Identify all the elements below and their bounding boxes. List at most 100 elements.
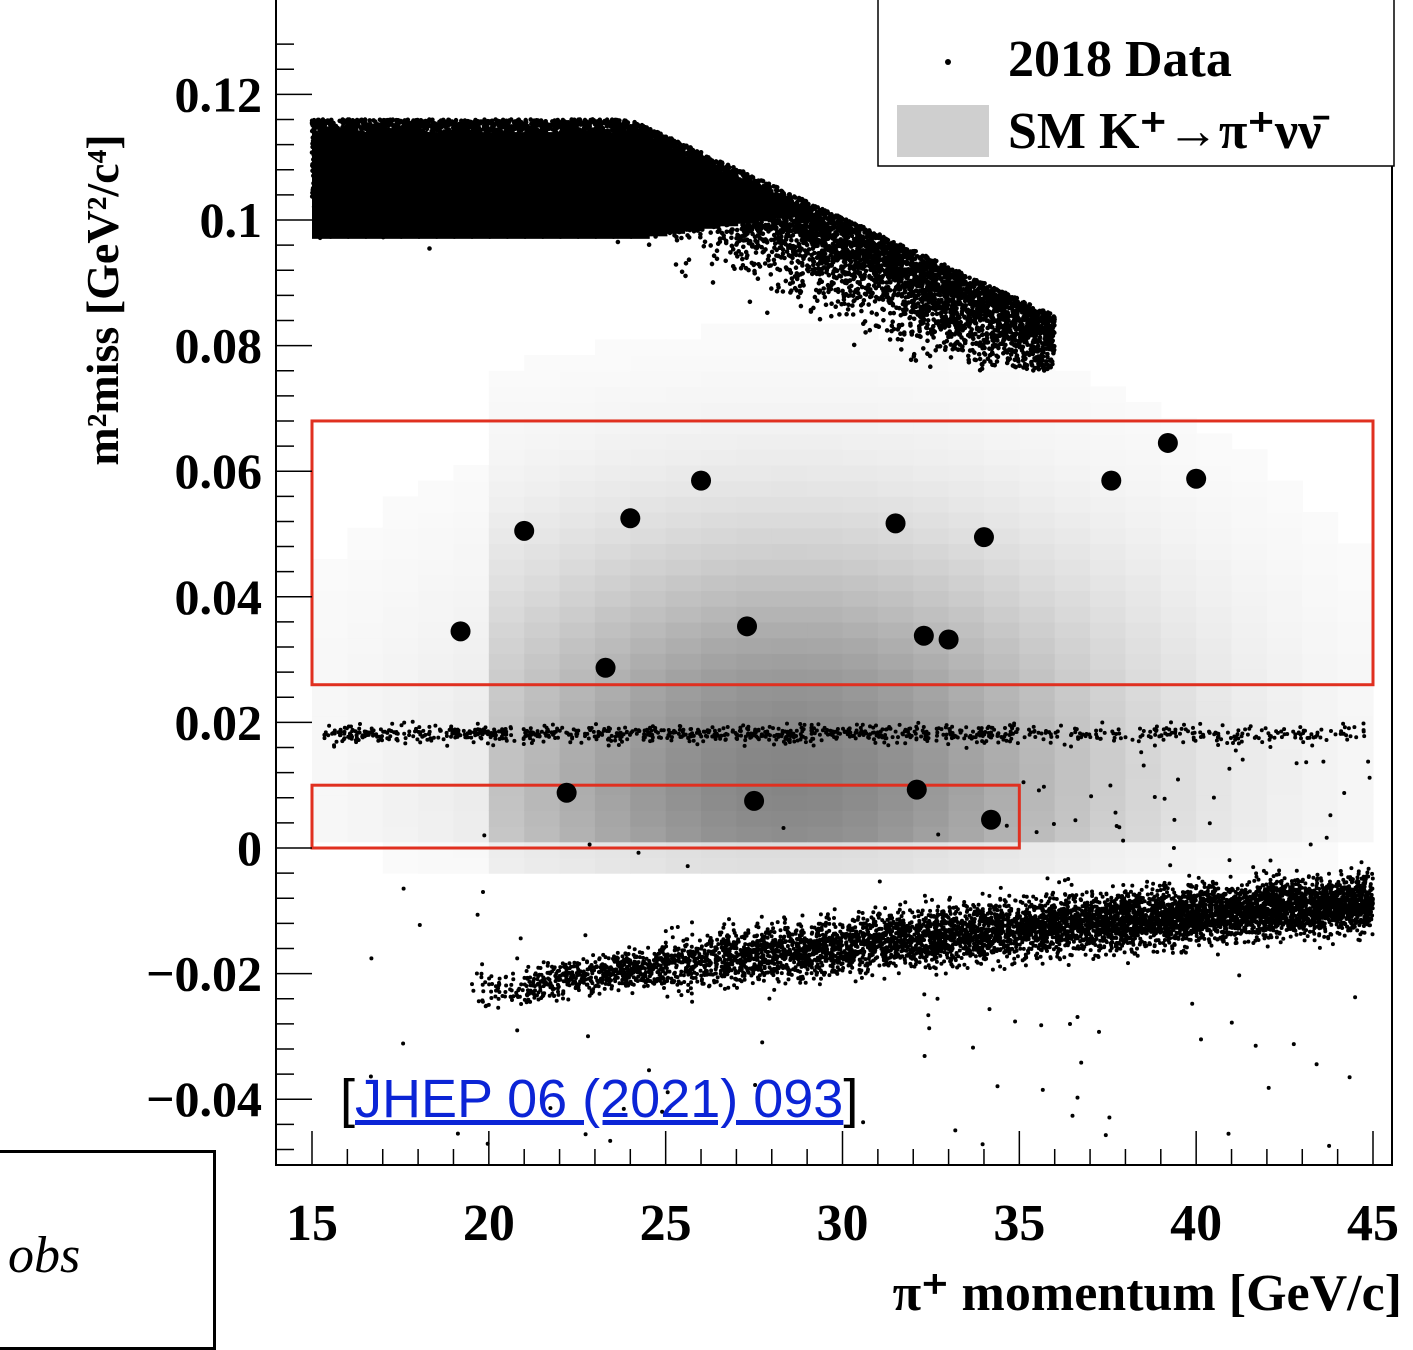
heat-cell [1337,716,1374,733]
heat-cell [842,637,879,654]
heat-cell [418,857,455,874]
heat-cell [347,810,384,827]
heat-cell [1125,543,1162,560]
heat-cell [1231,496,1268,513]
heat-cell [1090,778,1127,796]
heat-cell [736,559,773,576]
heat-cell [418,794,455,811]
heat-cell [1125,778,1162,796]
signal-regions [310,419,1375,850]
reference-link[interactable]: JHEP 06 (2021) 093 [355,1069,844,1129]
heat-cell [913,386,950,403]
heat-cell [877,669,914,686]
heat-cell [1302,527,1339,545]
heat-cell [594,386,631,403]
heat-cell [1196,496,1233,513]
heat-cell [312,684,348,702]
heat-cell [1125,496,1162,513]
heat-cell [1019,402,1056,419]
heat-cell [1196,449,1233,466]
heat-cell [630,433,667,450]
heat-cell [594,433,631,450]
heat-cell [524,794,561,811]
heat-cell [1160,449,1197,466]
heat-cell [594,700,631,717]
heat-cell [842,574,879,592]
heat-cell [488,496,525,513]
heat-cell [1160,559,1197,576]
heat-cell [630,857,667,874]
y-tick-label: 0.02 [175,694,263,750]
heat-cell [842,826,879,843]
heat-cell [630,763,667,780]
heat-cell [736,684,773,702]
heat-cell [524,841,561,859]
heat-cell [1302,810,1339,827]
heat-cell [948,763,985,780]
heat-cell [559,653,596,670]
heat-cell [736,763,773,780]
heat-cell [630,590,667,607]
heat-cell [1302,590,1339,607]
heat-cell [630,716,667,733]
heat-cell [488,763,525,780]
heat-cell [559,857,596,874]
heat-cell [1231,684,1268,702]
heat-cell [948,826,985,843]
heat-cell [877,339,914,356]
heat-cell [382,747,419,764]
heat-cell [524,355,561,372]
heat-cell [665,794,702,811]
event-point [981,809,1002,830]
heat-cell [488,543,525,560]
heat-cell [665,574,702,592]
heat-cell [347,637,384,654]
heat-cell [1160,637,1197,654]
heat-cell [559,464,596,482]
heat-cell [771,778,808,796]
heat-cell [594,621,631,639]
heat-cell [948,433,985,450]
heat-cell [382,590,419,607]
heat-cell [1160,606,1197,623]
heat-cell [312,574,348,592]
heat-cell [1125,637,1162,654]
heat-cell [665,778,702,796]
heat-cell [736,841,773,859]
heat-cell [559,763,596,780]
heat-cell [1090,669,1127,686]
heat-cell [524,826,561,843]
heat-cell [382,496,419,513]
heat-cell [312,826,348,843]
heat-cell [983,841,1020,859]
heat-cell [453,747,490,764]
heat-cell [524,433,561,450]
heat-cell [983,370,1020,388]
heat-cell [524,700,561,717]
heat-cell [913,606,950,623]
heat-cell [736,355,773,372]
heat-cell [1019,574,1056,592]
heat-cell [701,606,737,623]
heat-cell [665,496,702,513]
heat-cell [842,323,879,340]
heat-cell [347,794,384,811]
heat-cell [453,590,490,607]
heat-cell [1302,763,1339,780]
heat-cell [1266,496,1303,513]
event-point [450,621,471,642]
heat-cell [1302,716,1339,733]
heat-cell [630,778,667,796]
heat-cell [594,496,631,513]
heat-cell [453,684,490,702]
heat-cell [983,449,1020,466]
heat-cell [559,810,596,827]
heat-cell [312,810,348,827]
heat-cell [771,700,808,717]
heat-cell [382,543,419,560]
heat-cell [877,810,914,827]
heat-cell [312,621,348,639]
heat-cell [382,574,419,592]
heat-cell [1054,841,1091,859]
ref-open-bracket: [ [340,1069,356,1129]
